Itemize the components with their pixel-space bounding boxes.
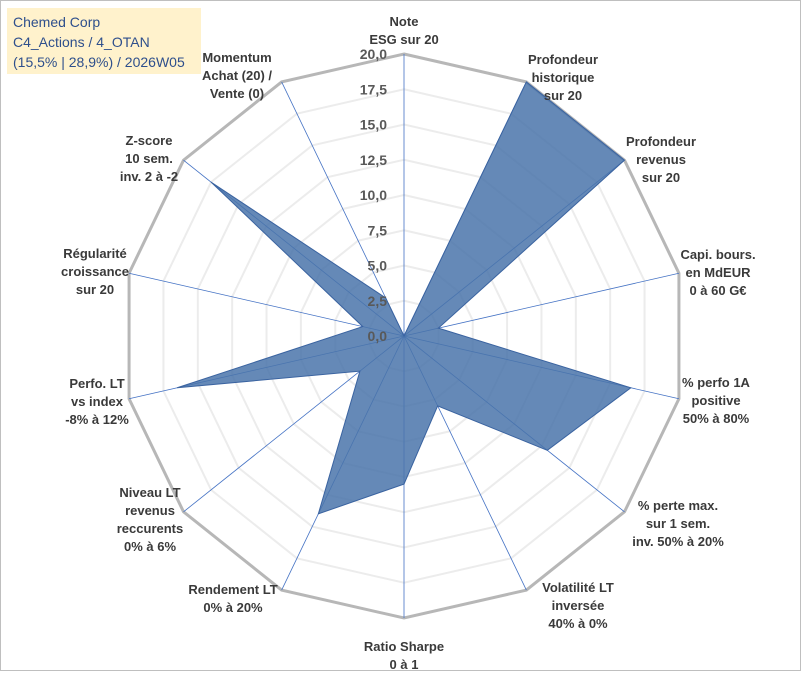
axis-label-line: Niveau LT xyxy=(119,485,180,500)
axis-label-line: Perfo. LT xyxy=(69,376,124,391)
axis-label-line: Z-score xyxy=(126,133,173,148)
axis-label-line: revenus xyxy=(125,503,175,518)
axis-label-line: sur 20 xyxy=(544,88,582,103)
label-layer: Note ESG sur 20 Profondeur historique sur 20… xyxy=(61,14,756,672)
title-box: Chemed Corp C4_Actions / 4_OTAN (15,5% |… xyxy=(7,8,201,74)
axis-label-9: Rendement LT 0% à 20% xyxy=(188,582,277,615)
axis-label-12: Régularité croissance sur 20 xyxy=(61,246,129,297)
axis-label-6: % perte max. sur 1 sem. inv. 50% à 20% xyxy=(632,498,724,549)
axis-label-line: 0% à 20% xyxy=(203,600,263,615)
axis-label-14: Momentum Achat (20) / Vente (0) xyxy=(202,50,272,101)
tick-label: 15,0 xyxy=(360,117,387,133)
tick-label: 10,0 xyxy=(360,187,387,203)
axis-label-line: 50% à 80% xyxy=(683,411,750,426)
axis-label-line: Vente (0) xyxy=(210,86,264,101)
axis-label-line: en MdEUR xyxy=(686,265,752,280)
axis-label-line: positive xyxy=(691,393,740,408)
axis-label-line: reccurents xyxy=(117,521,183,536)
axis-label-4: Capi. bours. en MdEUR 0 à 60 G€ xyxy=(680,247,755,298)
axis-label-line: inv. 50% à 20% xyxy=(632,534,724,549)
axis-label-line: Capi. bours. xyxy=(680,247,755,262)
axis-label-line: sur 20 xyxy=(642,170,680,185)
tick-label: 7,5 xyxy=(368,222,388,238)
axis-label-2: Profondeur historique sur 20 xyxy=(528,52,598,103)
series-area xyxy=(177,81,632,515)
axis-label-line: vs index xyxy=(71,394,124,409)
axis-label-line: Profondeur xyxy=(626,134,696,149)
axis-label-line: 0% à 6% xyxy=(124,539,176,554)
tick-label: 0,0 xyxy=(368,328,388,344)
axis-spoke xyxy=(128,272,405,337)
portfolio-label: C4_Actions / 4_OTAN xyxy=(13,34,150,50)
performance-label: (15,5% | 28,9%) / 2026W05 xyxy=(13,54,185,70)
axis-label-line: Rendement LT xyxy=(188,582,277,597)
axis-label-line: Note xyxy=(390,14,419,29)
axis-label-line: Achat (20) / xyxy=(202,68,272,83)
tick-label: 17,5 xyxy=(360,81,387,97)
axis-spoke xyxy=(403,272,680,337)
axis-label-line: Profondeur xyxy=(528,52,598,67)
tick-layer: 0,0 2,5 5,0 7,5 10,0 12,5 15,0 17,5 20,0 xyxy=(360,46,387,344)
axis-label-line: 10 sem. xyxy=(125,151,173,166)
axis-label-line: Volatilité LT xyxy=(542,580,614,595)
axis-label-line: 40% à 0% xyxy=(548,616,608,631)
axis-label-13: Z-score 10 sem. inv. 2 à -2 xyxy=(120,133,178,184)
series-layer xyxy=(177,81,632,515)
axis-label-line: sur 20 xyxy=(76,282,114,297)
axis-label-line: sur 1 sem. xyxy=(646,516,710,531)
axis-label-1: Note ESG sur 20 xyxy=(369,14,438,47)
tick-label: 5,0 xyxy=(368,258,388,274)
axis-label-11: Perfo. LT vs index -8% à 12% xyxy=(65,376,129,427)
axis-label-line: 0 à 1 xyxy=(390,657,419,670)
tick-label: 2,5 xyxy=(368,293,388,309)
tick-label: 20,0 xyxy=(360,46,387,62)
axis-label-10: Niveau LT revenus reccurents 0% à 6% xyxy=(117,485,183,554)
tick-label: 12,5 xyxy=(360,152,387,168)
axis-label-5: % perfo 1A positive 50% à 80% xyxy=(682,375,751,426)
axis-label-line: historique xyxy=(532,70,595,85)
axis-label-7: Volatilité LT inversée 40% à 0% xyxy=(542,580,614,631)
axis-label-line: -8% à 12% xyxy=(65,412,129,427)
axis-label-line: inv. 2 à -2 xyxy=(120,169,178,184)
axis-label-line: croissance xyxy=(61,264,129,279)
axis-label-line: % perte max. xyxy=(638,498,718,513)
axis-label-line: revenus xyxy=(636,152,686,167)
axis-label-8: Ratio Sharpe 0 à 1 xyxy=(364,639,444,672)
axis-label-line: Ratio Sharpe xyxy=(364,639,444,654)
axis-label-line: 0 à 60 G€ xyxy=(689,283,746,298)
axis-label-3: Profondeur revenus sur 20 xyxy=(626,134,696,185)
axis-label-line: Momentum xyxy=(202,50,271,65)
axis-label-line: % perfo 1A xyxy=(682,375,751,390)
axis-spoke xyxy=(281,81,405,337)
axis-label-line: ESG sur 20 xyxy=(369,32,438,47)
company-name: Chemed Corp xyxy=(13,14,101,30)
axis-label-line: inversée xyxy=(552,598,605,613)
axis-label-line: Régularité xyxy=(63,246,127,261)
